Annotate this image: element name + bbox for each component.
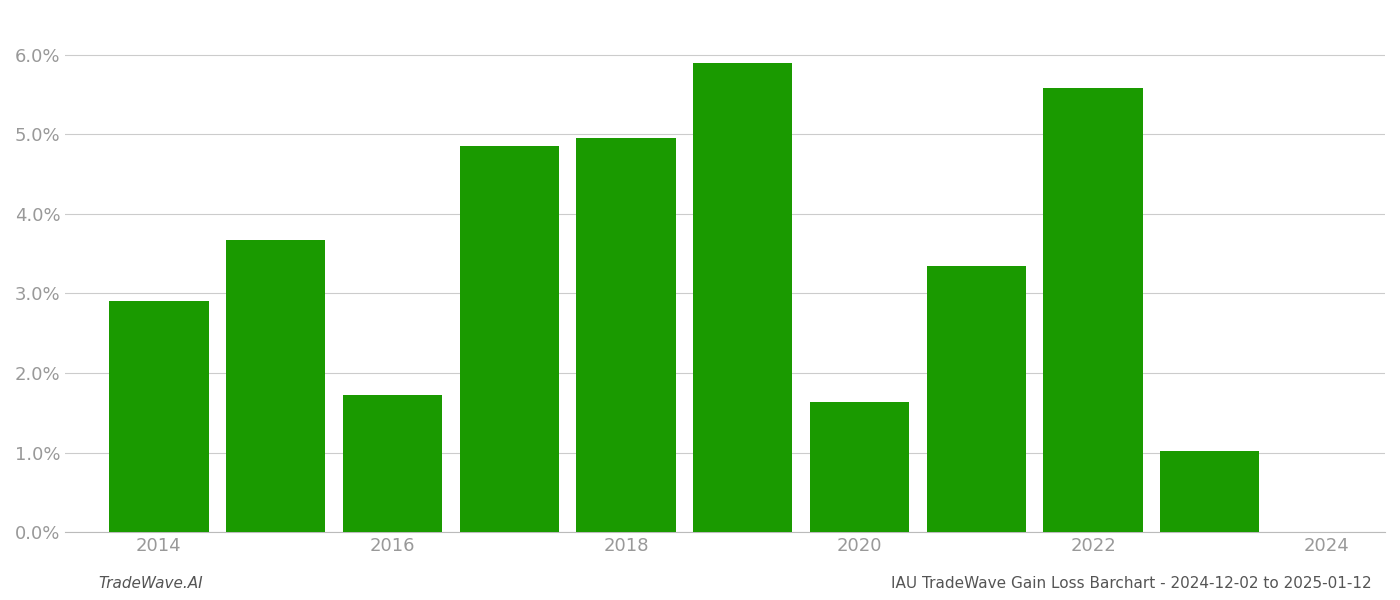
Bar	[225, 240, 325, 532]
Bar	[343, 395, 442, 532]
Bar	[927, 266, 1026, 532]
Bar	[811, 403, 909, 532]
Text: IAU TradeWave Gain Loss Barchart - 2024-12-02 to 2025-01-12: IAU TradeWave Gain Loss Barchart - 2024-…	[892, 576, 1372, 591]
Text: TradeWave.AI: TradeWave.AI	[98, 576, 203, 591]
Bar	[577, 139, 676, 532]
Bar	[459, 146, 559, 532]
Bar	[1161, 451, 1260, 532]
Bar	[109, 301, 209, 532]
Bar	[1043, 88, 1142, 532]
Bar	[693, 63, 792, 532]
